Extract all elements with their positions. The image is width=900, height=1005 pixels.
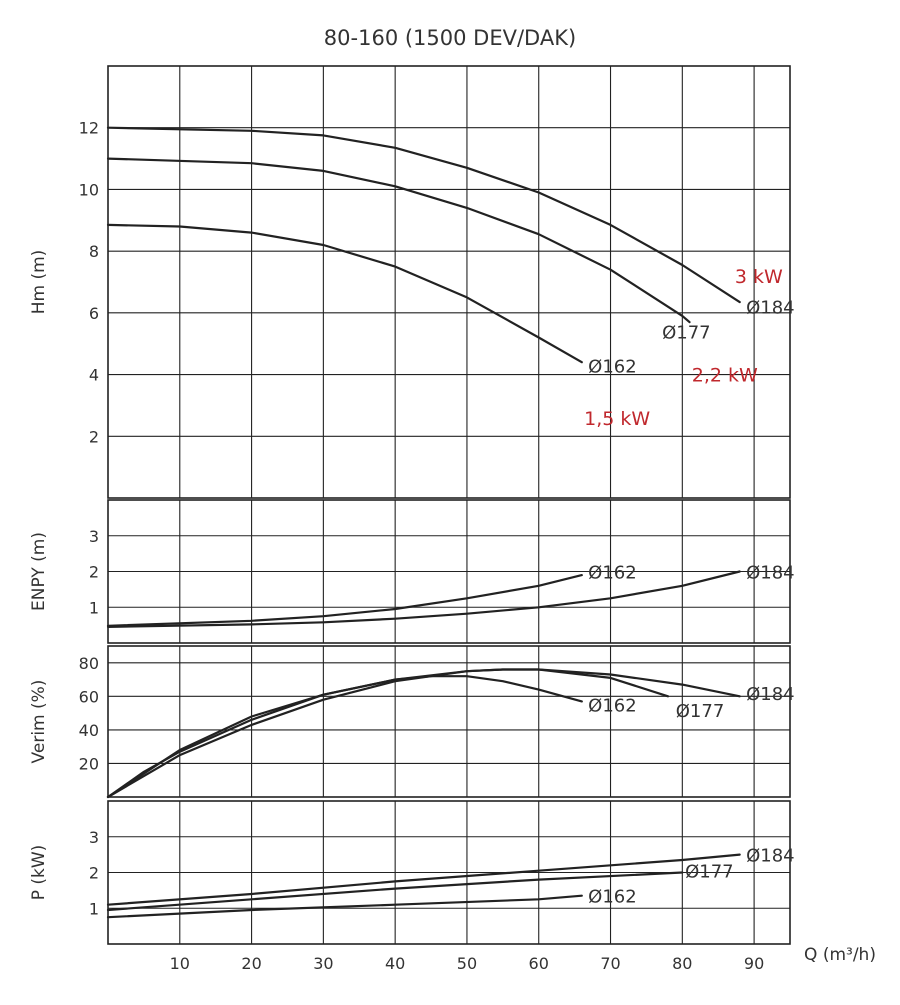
head-ytick-label: 10 xyxy=(79,180,99,199)
power-series-label-162: Ø162 xyxy=(588,887,637,908)
head-series-label-162: Ø162 xyxy=(588,356,637,377)
head-ytick-label: 6 xyxy=(89,304,99,323)
efficiency-curve-184 xyxy=(106,668,741,799)
power-ytick-label: 3 xyxy=(89,828,99,847)
power-series-label-184: Ø184 xyxy=(746,846,795,867)
power-curve-177 xyxy=(106,871,684,912)
npsh-curve-184 xyxy=(106,570,741,628)
npsh-ytick-label: 1 xyxy=(89,598,99,617)
head-ytick-label: 8 xyxy=(89,242,99,261)
head-series-label-184: Ø184 xyxy=(746,298,795,319)
npsh-y-axis-label: ENPY (m) xyxy=(29,532,49,611)
efficiency-ytick-label: 20 xyxy=(79,754,99,773)
x-tick-label: 20 xyxy=(241,954,261,973)
x-tick-label: 50 xyxy=(457,954,477,973)
head-curve-184 xyxy=(106,126,741,304)
npsh-ytick-label: 2 xyxy=(89,563,99,582)
power-ytick-label: 1 xyxy=(89,899,99,918)
npsh-series-label-162: Ø162 xyxy=(588,563,637,584)
npsh-series-label-184: Ø184 xyxy=(746,563,795,584)
efficiency-series-label-184: Ø184 xyxy=(746,684,795,705)
x-tick-label: 30 xyxy=(313,954,333,973)
npsh-curve-162 xyxy=(106,574,583,627)
x-tick-label: 60 xyxy=(529,954,549,973)
npsh-ytick-label: 3 xyxy=(89,527,99,546)
head-y-axis-label: Hm (m) xyxy=(29,250,49,315)
x-tick-label: 90 xyxy=(744,954,764,973)
head-curve-177 xyxy=(106,157,691,324)
efficiency-series-label-162: Ø162 xyxy=(588,696,637,717)
efficiency-ytick-label: 80 xyxy=(79,654,99,673)
x-tick-label: 70 xyxy=(600,954,620,973)
head-ytick-label: 4 xyxy=(89,366,99,385)
power-y-axis-label: P (kW) xyxy=(29,845,49,901)
power-curve-162 xyxy=(106,894,583,919)
power-series-label-177: Ø177 xyxy=(685,862,734,883)
head-curve-162 xyxy=(106,223,583,364)
power-curve-184 xyxy=(106,853,741,906)
power-panel-frame xyxy=(107,800,791,945)
efficiency-curve-177 xyxy=(106,668,670,799)
efficiency-panel-frame xyxy=(107,645,791,798)
x-tick-label: 40 xyxy=(385,954,405,973)
head-power-annotation: 1,5 kW xyxy=(584,408,650,430)
efficiency-ytick-label: 40 xyxy=(79,721,99,740)
head-power-annotation: 3 kW xyxy=(735,266,783,288)
head-power-annotation: 2,2 kW xyxy=(692,365,758,387)
head-ytick-label: 12 xyxy=(79,119,99,138)
efficiency-ytick-label: 60 xyxy=(79,687,99,706)
x-axis-label: Q (m³/h) xyxy=(804,945,876,965)
efficiency-y-axis-label: Verim (%) xyxy=(29,680,49,764)
efficiency-series-label-177: Ø177 xyxy=(676,701,725,722)
head-series-label-177: Ø177 xyxy=(662,322,711,343)
chart-title: 80-160 (1500 DEV/DAK) xyxy=(323,26,577,50)
head-panel-frame xyxy=(107,65,791,499)
x-tick-label: 80 xyxy=(672,954,692,973)
npsh-panel-frame xyxy=(107,499,791,644)
head-ytick-label: 2 xyxy=(89,427,99,446)
x-tick-label: 10 xyxy=(170,954,190,973)
power-ytick-label: 2 xyxy=(89,864,99,883)
